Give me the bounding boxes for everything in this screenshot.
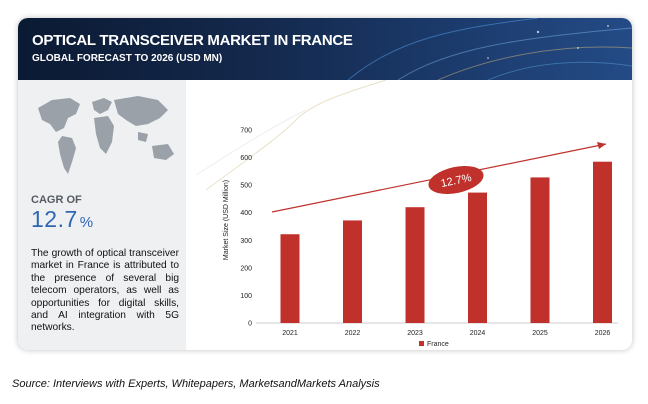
y-tick-label-5: 500 <box>240 183 252 190</box>
source-note: Source: Interviews with Experts, Whitepa… <box>12 378 380 390</box>
page-title: OPTICAL TRANSCEIVER MARKET IN FRANCE <box>32 32 353 49</box>
header-banner: OPTICAL TRANSCEIVER MARKET IN FRANCE GLO… <box>18 18 632 80</box>
y-tick-label-0: 0 <box>248 321 252 328</box>
x-tick-label-2024: 2024 <box>470 330 486 337</box>
infographic-card: OPTICAL TRANSCEIVER MARKET IN FRANCE GLO… <box>18 18 632 350</box>
header-decoration <box>347 18 632 80</box>
bar-2022 <box>343 220 362 323</box>
page-subtitle: GLOBAL FORECAST TO 2026 (USD MN) <box>32 53 223 64</box>
summary-panel: CAGR OF 12.7% The growth of optical tran… <box>18 80 186 350</box>
trend-arrow-head <box>597 142 606 149</box>
x-tick-label-2023: 2023 <box>407 330 423 337</box>
y-tick-label-7: 700 <box>240 128 252 135</box>
x-tick-label-2025: 2025 <box>532 330 548 337</box>
cagr-number: 12.7 <box>31 206 78 232</box>
bar-2024 <box>468 192 487 323</box>
market-description: The growth of optical transceiver market… <box>31 248 179 334</box>
legend-swatch <box>419 341 424 346</box>
y-tick-label-4: 400 <box>240 210 252 217</box>
y-tick-label-1: 100 <box>240 293 252 300</box>
bar-2021 <box>280 234 300 323</box>
bar-2025 <box>530 177 550 323</box>
cagr-unit: % <box>79 214 94 231</box>
world-map-icon <box>38 96 174 174</box>
cagr-value: 12.7% <box>31 206 94 233</box>
y-tick-label-2: 200 <box>240 265 252 272</box>
y-axis-label: Market Size (USD Million) <box>223 180 230 260</box>
legend-label: France <box>427 341 449 348</box>
bar-chart: 0 100 200 300 400 500 600 700 2021 2022 2023 2024 2… <box>195 80 618 348</box>
x-tick-label-2021: 2021 <box>282 330 298 337</box>
cagr-label: CAGR OF <box>31 194 82 206</box>
bar-2023 <box>405 207 425 323</box>
cagr-annotation-badge <box>428 166 484 194</box>
y-tick-label-6: 600 <box>240 155 252 162</box>
x-tick-label-2026: 2026 <box>595 330 611 337</box>
x-tick-label-2022: 2022 <box>345 330 361 337</box>
bar-2026 <box>593 161 612 323</box>
y-tick-label-3: 300 <box>240 238 252 245</box>
